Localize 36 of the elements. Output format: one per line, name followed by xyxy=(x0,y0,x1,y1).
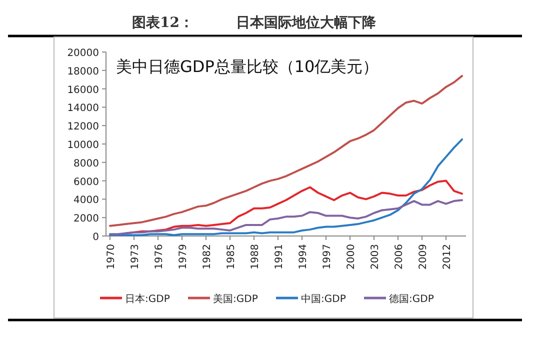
chart-subtitle: 美中日德GDP总量比较（10亿美元） xyxy=(116,57,379,76)
y-tick-label: 12000 xyxy=(67,122,99,133)
y-tick-label: 8000 xyxy=(74,158,99,170)
x-tick-label: 1991 xyxy=(274,244,285,270)
line-series xyxy=(109,138,463,236)
x-tick-label: 1997 xyxy=(322,244,333,270)
x-tick-label: 1985 xyxy=(226,244,237,270)
legend-label: 日本:GDP xyxy=(125,293,170,305)
x-tick-label: 1970 xyxy=(106,244,117,270)
x-tick-label: 2012 xyxy=(442,244,453,270)
x-tick-label: 1979 xyxy=(178,244,189,270)
line-series xyxy=(109,74,463,227)
y-tick-label: 2000 xyxy=(74,214,99,225)
legend-label: 德国:GDP xyxy=(389,294,434,305)
y-tick-label: 16000 xyxy=(67,84,99,96)
chart-title: 日本国际地位大幅下降 xyxy=(236,15,377,31)
y-tick-label: 6000 xyxy=(74,176,99,188)
x-tick-label: 1973 xyxy=(130,244,141,270)
y-tick-label: 0 xyxy=(92,232,99,243)
x-tick-label: 1988 xyxy=(250,244,261,270)
y-tick-label: 20000 xyxy=(67,48,99,59)
x-tick-label: 1982 xyxy=(202,244,213,270)
x-tick-label: 2000 xyxy=(346,244,357,270)
y-tick-label: 18000 xyxy=(67,66,99,78)
legend-label: 中国:GDP xyxy=(301,293,346,305)
x-tick-label: 1994 xyxy=(298,244,309,270)
x-tick-label: 2003 xyxy=(370,244,381,270)
legend-label: 美国:GDP xyxy=(213,293,258,305)
line-series xyxy=(109,199,463,236)
y-tick-label: 14000 xyxy=(67,103,99,114)
text: 图表12： xyxy=(132,15,194,31)
y-tick-label: 4000 xyxy=(74,195,99,206)
x-tick-label: 2006 xyxy=(394,244,405,270)
y-tick-label: 10000 xyxy=(67,140,99,151)
x-tick-label: 2009 xyxy=(418,244,429,270)
x-tick-label: 1976 xyxy=(154,244,165,270)
